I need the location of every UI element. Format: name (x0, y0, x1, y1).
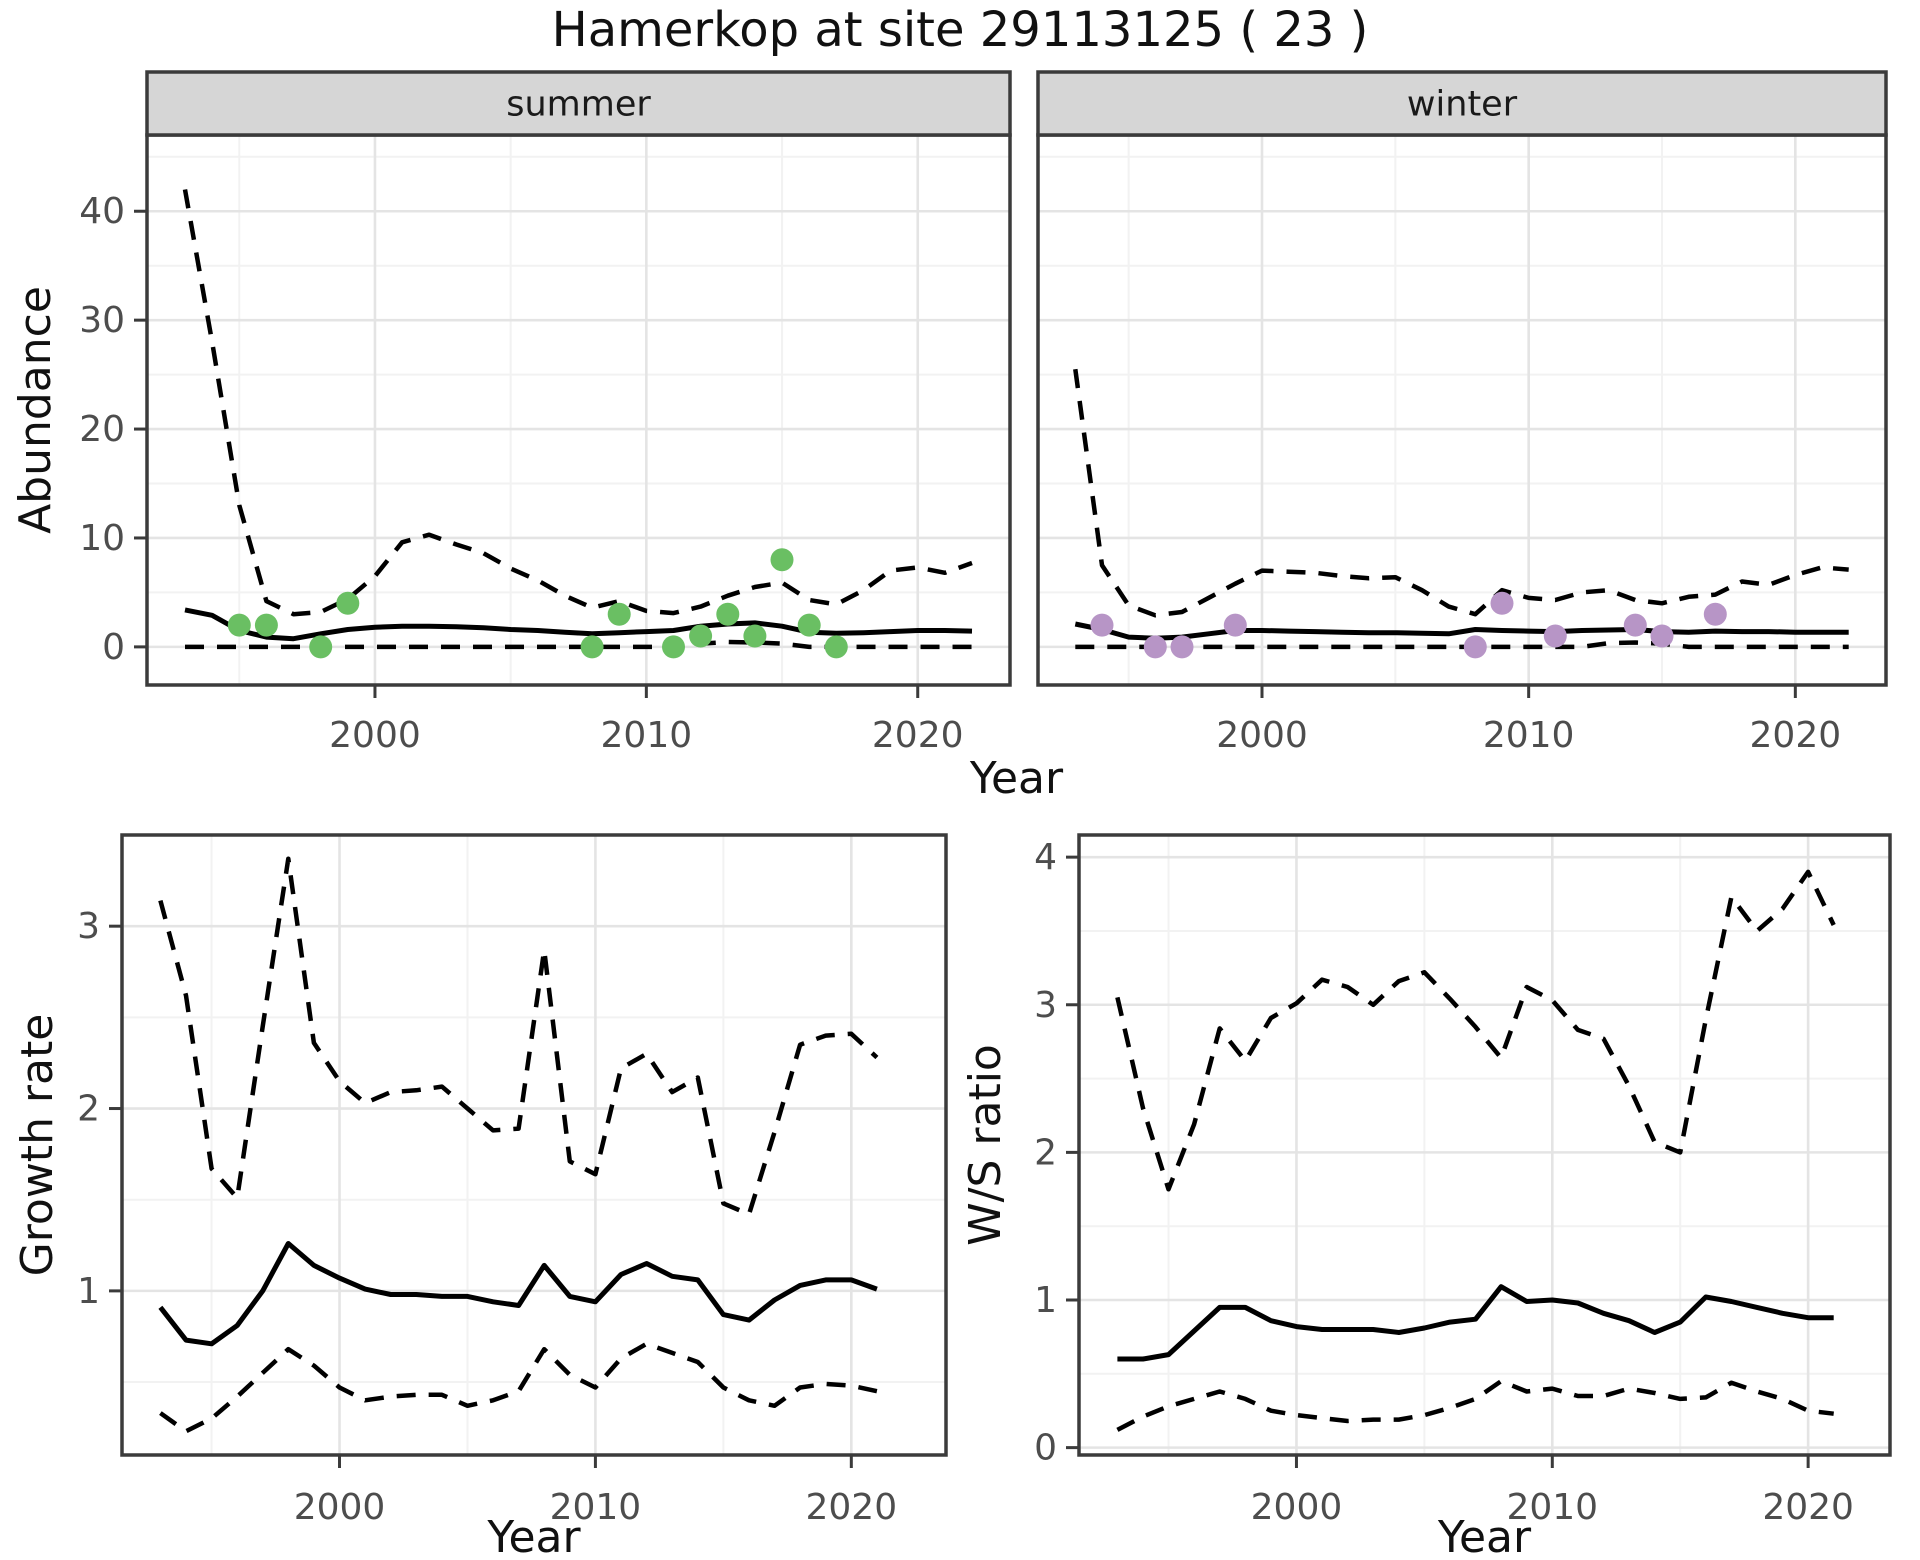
median-line-growth-rate (158, 1241, 878, 1347)
observation-point-abundance-summer (336, 591, 360, 615)
upper_ci-line-abundance-winter (1073, 368, 1849, 618)
observation-point-abundance-winter (1143, 635, 1167, 659)
x-tick-label: 2000 (1251, 1487, 1343, 1528)
observation-point-abundance-summer (254, 613, 278, 637)
upper_ci-line-growth-rate (158, 856, 879, 1217)
facet-strip-label-winter: winter (1407, 85, 1518, 125)
observation-point-abundance-summer (689, 624, 713, 648)
y-tick-label: 20 (79, 409, 125, 450)
y-tick-label: 4 (1034, 837, 1057, 878)
y-tick-label: 0 (1034, 1428, 1057, 1469)
panel-border-ws-ratio (1077, 833, 1892, 1457)
y-tick-label: 1 (1034, 1280, 1057, 1321)
y-tick-label: 30 (79, 300, 125, 341)
y-tick-label: 3 (1034, 985, 1057, 1026)
y-tick-label: 1 (77, 1271, 100, 1312)
y-axis-title-growth-rate: Growth rate (12, 1014, 63, 1277)
y-axis-title-abundance-summer: Abundance (10, 286, 61, 534)
observation-point-abundance-summer (824, 635, 848, 659)
x-tick-label: 2010 (1506, 1487, 1598, 1528)
lower_ci-line-ws-ratio (1116, 1378, 1834, 1432)
observation-point-abundance-summer (743, 624, 767, 648)
observation-point-abundance-winter (1490, 591, 1514, 615)
x-axis-title-abundance-shared: Year (969, 753, 1064, 804)
y-tick-label: 40 (79, 191, 125, 232)
facet-strip-label-summer: summer (506, 85, 651, 125)
upper_ci-line-ws-ratio (1115, 869, 1836, 1192)
chart-title: Hamerkop at site 29113125 ( 23 ) (551, 2, 1369, 58)
observation-point-abundance-summer (716, 602, 740, 626)
observation-point-abundance-winter (1170, 635, 1194, 659)
observation-point-abundance-summer (227, 613, 251, 637)
y-axis-title-ws-ratio: W/S ratio (960, 1044, 1011, 1246)
median-line-abundance-winter (1074, 621, 1849, 641)
observation-point-abundance-winter (1650, 624, 1674, 648)
panel-bg-abundance-winter (1038, 135, 1886, 685)
upper_ci-line-abundance-summer (182, 189, 973, 617)
observation-point-abundance-summer (607, 602, 631, 626)
x-tick-label: 2020 (872, 715, 964, 756)
x-tick-label: 2000 (1216, 715, 1308, 756)
y-tick-label: 10 (79, 518, 125, 559)
x-tick-label: 2020 (1762, 1487, 1854, 1528)
x-tick-label: 2010 (601, 715, 693, 756)
x-tick-label: 2000 (294, 1487, 386, 1528)
lower_ci-line-abundance-winter (1075, 640, 1849, 650)
y-tick-label: 2 (1034, 1132, 1057, 1173)
facet-strip-winter (1036, 70, 1888, 137)
observation-point-abundance-summer (797, 613, 821, 637)
median-line-abundance-summer (184, 607, 973, 642)
y-tick-label: 2 (77, 1089, 100, 1130)
panel-bg-ws-ratio (1079, 835, 1890, 1455)
median-line-ws-ratio (1117, 1284, 1834, 1362)
x-tick-label: 2010 (550, 1487, 642, 1528)
y-tick-label: 3 (77, 906, 100, 947)
y-tick-label: 0 (102, 627, 125, 668)
observation-point-abundance-winter (1223, 613, 1247, 637)
panel-border-growth-rate (120, 833, 948, 1457)
observation-point-abundance-winter (1463, 635, 1487, 659)
facet-strip-summer (145, 70, 1012, 137)
x-axis-title-growth-rate: Year (486, 1512, 581, 1560)
observation-point-abundance-summer (662, 635, 685, 659)
x-axis-title-ws-ratio: Year (1437, 1512, 1532, 1560)
x-tick-label: 2020 (1750, 715, 1842, 756)
panel-bg-growth-rate (122, 835, 946, 1455)
observation-point-abundance-winter (1090, 613, 1114, 637)
observation-point-abundance-summer (580, 635, 604, 659)
x-tick-label: 2010 (1483, 715, 1575, 756)
x-tick-label: 2000 (329, 715, 421, 756)
observation-point-abundance-winter (1623, 613, 1647, 637)
observation-point-abundance-winter (1703, 602, 1727, 626)
observation-point-abundance-winter (1543, 624, 1567, 648)
observation-point-abundance-summer (770, 548, 794, 572)
x-tick-label: 2020 (806, 1487, 898, 1528)
observation-point-abundance-summer (309, 635, 333, 659)
